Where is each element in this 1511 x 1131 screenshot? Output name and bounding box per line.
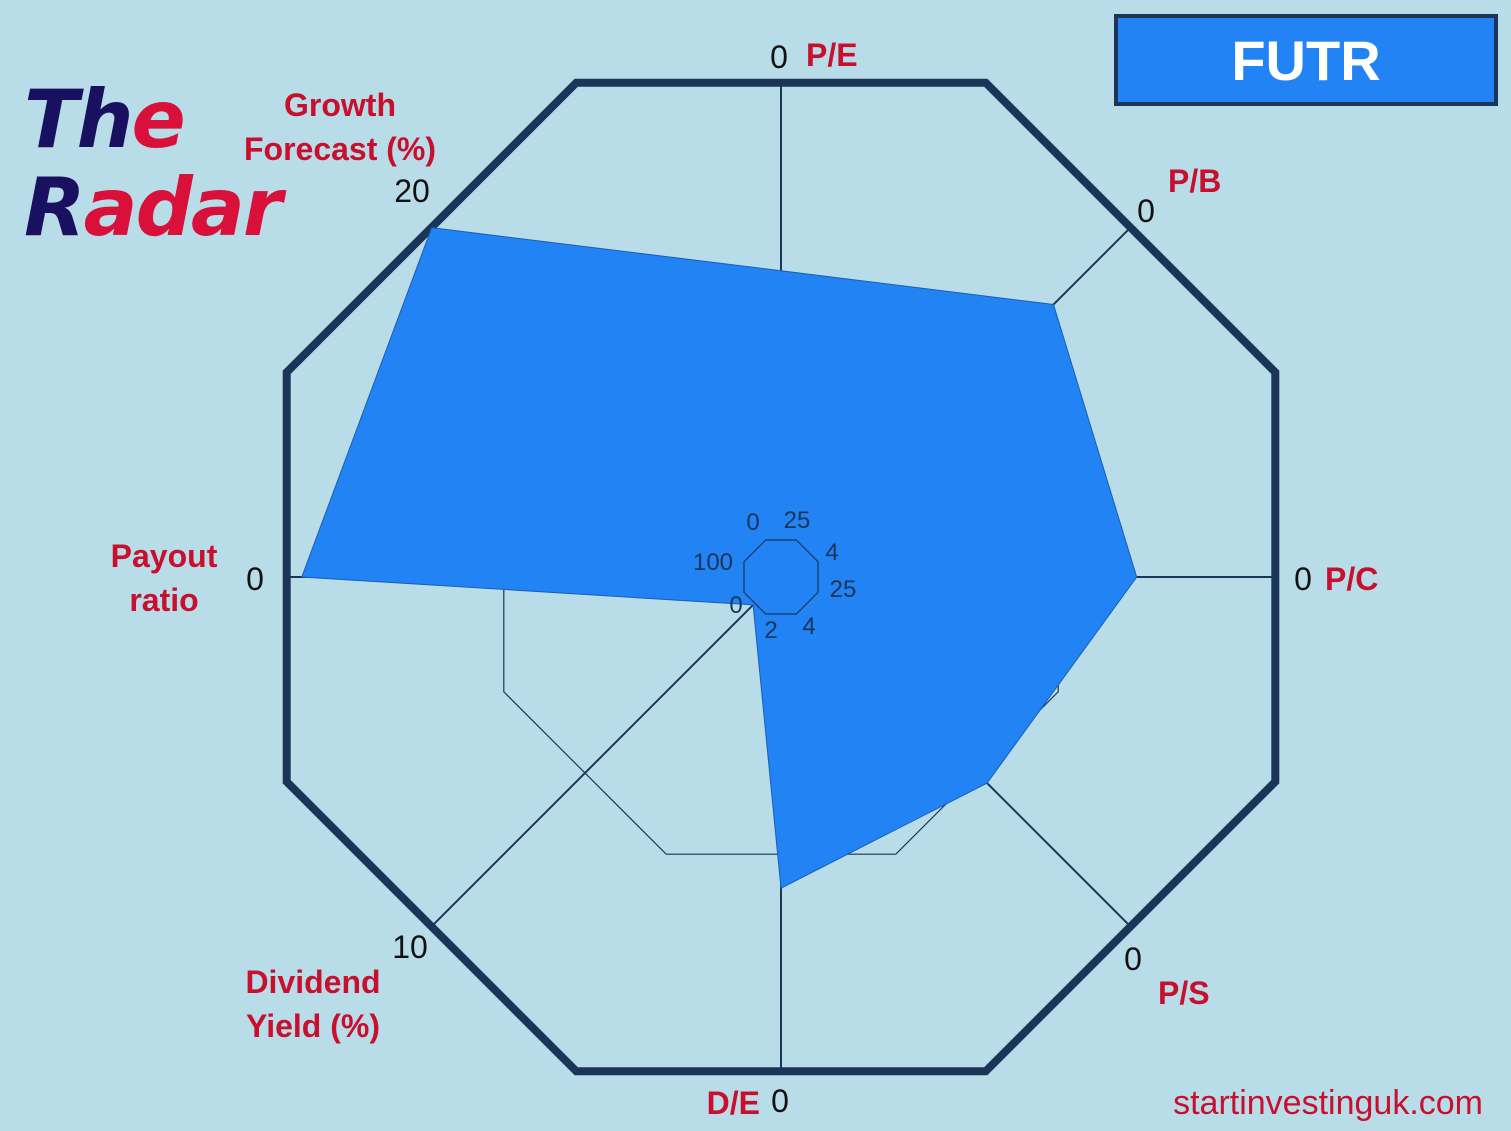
axis-inner-tick: 25: [830, 576, 857, 603]
axis-label: P/B: [1168, 163, 1221, 199]
radar-data-polygon: [301, 227, 1138, 889]
axis-label: P/E: [806, 37, 858, 73]
brand-line-1: The: [24, 80, 280, 160]
axis-outer-tick: 0: [1124, 941, 1142, 977]
axis-outer-tick: 0: [246, 561, 264, 597]
axis-inner-tick: 4: [825, 539, 838, 566]
axis-label: ratio: [129, 582, 198, 618]
axis-inner-tick: 25: [784, 507, 811, 534]
axis-label: P/C: [1325, 561, 1378, 597]
ticker-badge: FUTR: [1114, 14, 1498, 106]
axis-label: Forecast (%): [244, 131, 436, 167]
radar-outer-frame: [282, 78, 1280, 1076]
brand-radar-rest: adar: [83, 161, 283, 254]
axis-label: Growth: [284, 87, 396, 123]
brand-line-2: Radar: [24, 168, 282, 248]
axis-inner-tick: 0: [746, 509, 759, 536]
brand-the-prefix: Th: [24, 73, 134, 166]
axis-outer-tick: 0: [770, 39, 788, 75]
axis-label: P/S: [1158, 975, 1210, 1011]
axis-inner-tick: 100: [693, 549, 733, 576]
axis-label: Yield (%): [246, 1008, 380, 1044]
axis-outer-tick: 0: [1294, 561, 1312, 597]
axis-outer-tick: 0: [1137, 193, 1155, 229]
axis-outer-tick: 10: [392, 929, 428, 965]
axis-inner-tick: 0: [729, 592, 742, 619]
brand-logo: The Radar: [24, 80, 282, 248]
axis-outer-tick: 0: [771, 1083, 789, 1119]
radar-inner-ring: [743, 539, 819, 615]
website-label: startinvestinguk.com: [1173, 1084, 1483, 1122]
ticker-text: FUTR: [1231, 28, 1381, 92]
brand-radar-prefix: R: [24, 161, 86, 254]
axis-outer-tick: 20: [394, 173, 430, 209]
axis-label: Payout: [111, 538, 218, 574]
axis-inner-tick: 2: [764, 617, 777, 644]
brand-the-rest: e: [131, 73, 186, 166]
axis-label: D/E: [707, 1085, 760, 1121]
axis-inner-tick: 4: [802, 613, 815, 640]
spoke-line: [430, 576, 782, 928]
axis-label: Dividend: [245, 964, 380, 1000]
